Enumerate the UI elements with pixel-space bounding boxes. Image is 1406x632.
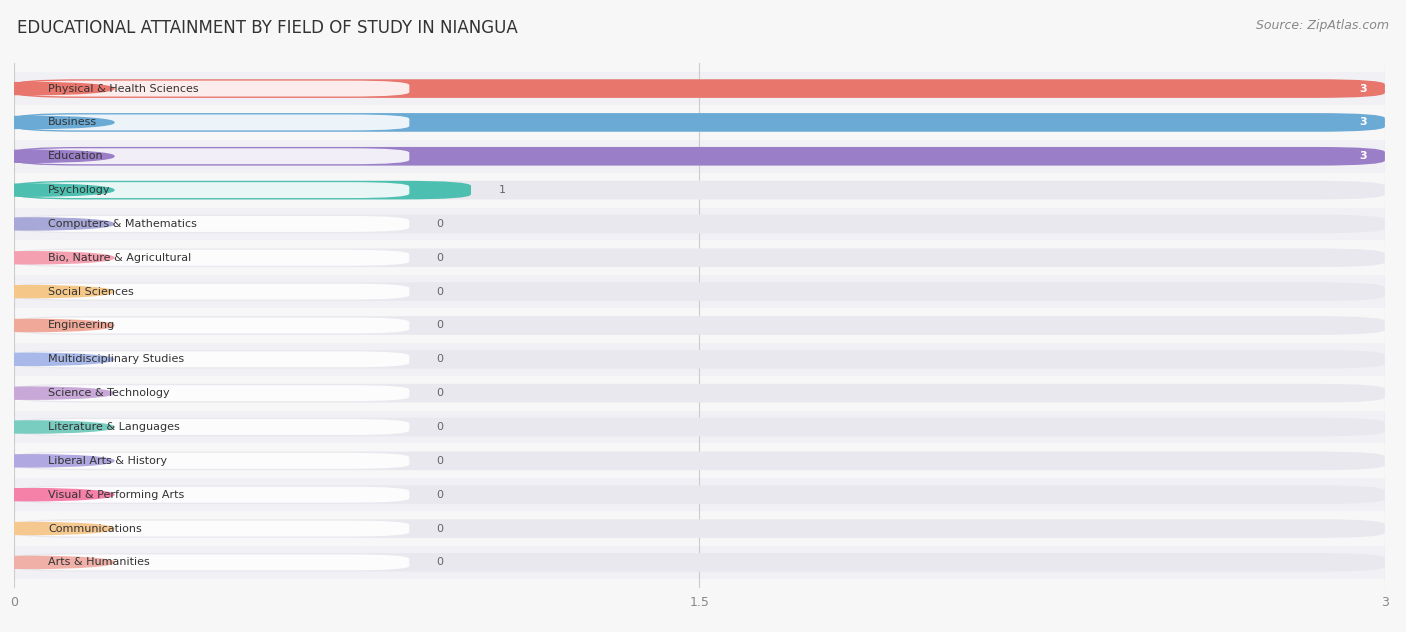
Text: 3: 3: [1360, 151, 1367, 161]
Text: Psychology: Psychology: [48, 185, 111, 195]
Bar: [14, 377, 1385, 410]
FancyBboxPatch shape: [21, 521, 409, 537]
FancyBboxPatch shape: [21, 419, 409, 435]
FancyBboxPatch shape: [21, 386, 409, 401]
FancyBboxPatch shape: [14, 384, 1385, 403]
FancyBboxPatch shape: [21, 284, 409, 300]
Text: Source: ZipAtlas.com: Source: ZipAtlas.com: [1256, 19, 1389, 32]
Bar: [14, 478, 1385, 511]
Circle shape: [0, 252, 114, 264]
Circle shape: [0, 218, 114, 230]
Text: 0: 0: [437, 355, 444, 364]
Text: Physical & Health Sciences: Physical & Health Sciences: [48, 83, 200, 94]
Text: 0: 0: [437, 320, 444, 331]
FancyBboxPatch shape: [21, 317, 409, 334]
Bar: [14, 174, 1385, 207]
Text: 0: 0: [437, 253, 444, 263]
Text: Education: Education: [48, 151, 104, 161]
FancyBboxPatch shape: [14, 147, 1385, 166]
Text: EDUCATIONAL ATTAINMENT BY FIELD OF STUDY IN NIANGUA: EDUCATIONAL ATTAINMENT BY FIELD OF STUDY…: [17, 19, 517, 37]
FancyBboxPatch shape: [21, 351, 409, 367]
Text: 3: 3: [1360, 118, 1367, 128]
Text: 0: 0: [437, 388, 444, 398]
Circle shape: [0, 387, 114, 399]
FancyBboxPatch shape: [14, 181, 471, 200]
Text: 0: 0: [437, 523, 444, 533]
FancyBboxPatch shape: [14, 79, 1385, 98]
Bar: [14, 512, 1385, 545]
Text: 0: 0: [437, 287, 444, 296]
Text: Bio, Nature & Agricultural: Bio, Nature & Agricultural: [48, 253, 191, 263]
FancyBboxPatch shape: [14, 113, 1385, 131]
Text: Communications: Communications: [48, 523, 142, 533]
FancyBboxPatch shape: [21, 114, 409, 130]
Text: 1: 1: [499, 185, 505, 195]
Circle shape: [0, 319, 114, 332]
Text: 0: 0: [437, 219, 444, 229]
Circle shape: [0, 83, 114, 95]
Text: 0: 0: [437, 490, 444, 500]
FancyBboxPatch shape: [14, 485, 1385, 504]
Bar: [14, 72, 1385, 105]
FancyBboxPatch shape: [14, 316, 1385, 335]
FancyBboxPatch shape: [21, 81, 409, 97]
FancyBboxPatch shape: [14, 520, 1385, 538]
Text: 0: 0: [437, 557, 444, 568]
FancyBboxPatch shape: [21, 554, 409, 570]
Circle shape: [0, 556, 114, 568]
FancyBboxPatch shape: [14, 79, 1385, 98]
FancyBboxPatch shape: [14, 350, 1385, 368]
Bar: [14, 275, 1385, 308]
Circle shape: [0, 489, 114, 501]
Text: 3: 3: [1360, 83, 1367, 94]
Text: Science & Technology: Science & Technology: [48, 388, 170, 398]
Circle shape: [0, 455, 114, 467]
FancyBboxPatch shape: [21, 487, 409, 502]
Text: Arts & Humanities: Arts & Humanities: [48, 557, 150, 568]
FancyBboxPatch shape: [14, 181, 1385, 200]
FancyBboxPatch shape: [14, 418, 1385, 436]
FancyBboxPatch shape: [14, 147, 1385, 166]
Circle shape: [0, 150, 114, 162]
Text: 0: 0: [437, 456, 444, 466]
FancyBboxPatch shape: [14, 248, 1385, 267]
Circle shape: [0, 353, 114, 365]
FancyBboxPatch shape: [21, 149, 409, 164]
Text: Computers & Mathematics: Computers & Mathematics: [48, 219, 197, 229]
FancyBboxPatch shape: [14, 215, 1385, 233]
FancyBboxPatch shape: [14, 553, 1385, 572]
Bar: [14, 343, 1385, 376]
FancyBboxPatch shape: [14, 283, 1385, 301]
Text: Engineering: Engineering: [48, 320, 115, 331]
FancyBboxPatch shape: [14, 451, 1385, 470]
Text: Multidisciplinary Studies: Multidisciplinary Studies: [48, 355, 184, 364]
Bar: [14, 309, 1385, 342]
Circle shape: [0, 184, 114, 196]
Circle shape: [0, 286, 114, 298]
Text: Liberal Arts & History: Liberal Arts & History: [48, 456, 167, 466]
Text: Visual & Performing Arts: Visual & Performing Arts: [48, 490, 184, 500]
Bar: [14, 411, 1385, 444]
Text: Social Sciences: Social Sciences: [48, 287, 134, 296]
Bar: [14, 207, 1385, 240]
FancyBboxPatch shape: [21, 182, 409, 198]
Text: 0: 0: [437, 422, 444, 432]
Bar: [14, 241, 1385, 274]
FancyBboxPatch shape: [21, 453, 409, 469]
FancyBboxPatch shape: [21, 250, 409, 265]
Bar: [14, 444, 1385, 477]
FancyBboxPatch shape: [14, 113, 1385, 131]
Text: Business: Business: [48, 118, 97, 128]
Bar: [14, 106, 1385, 139]
Circle shape: [0, 523, 114, 535]
FancyBboxPatch shape: [21, 216, 409, 232]
Bar: [14, 140, 1385, 173]
Circle shape: [0, 116, 114, 128]
Circle shape: [0, 421, 114, 433]
Bar: [14, 546, 1385, 579]
Text: Literature & Languages: Literature & Languages: [48, 422, 180, 432]
